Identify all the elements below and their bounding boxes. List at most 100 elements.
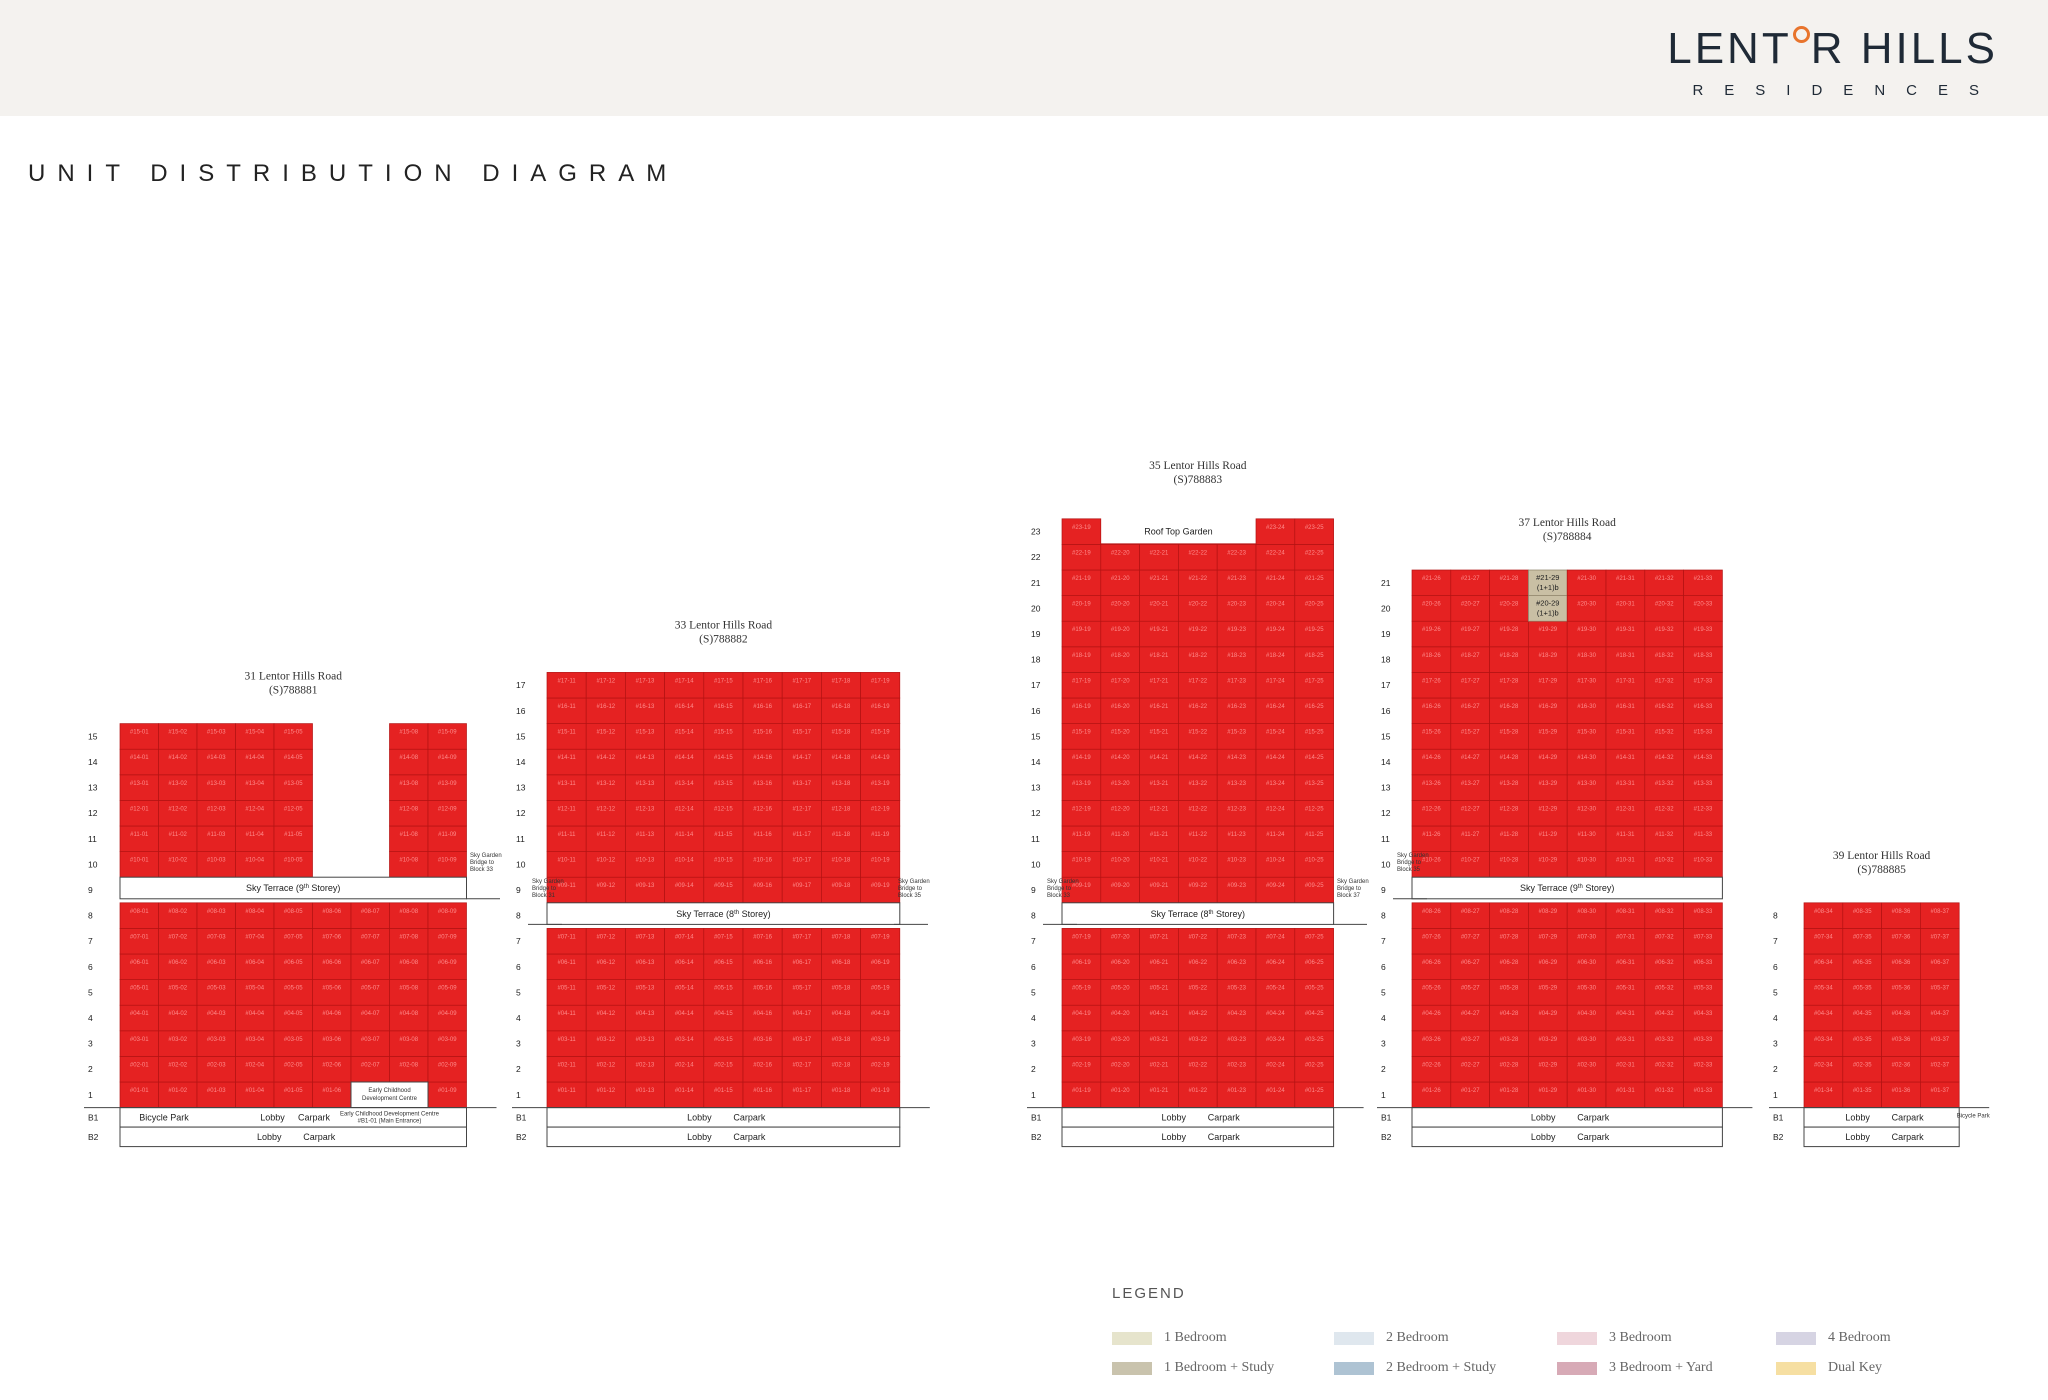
unit-number: #10-30 <box>1577 858 1596 864</box>
unit-number: #06-02 <box>168 960 187 966</box>
unit-cell <box>1139 697 1179 724</box>
bridge-label: Block 37 <box>1337 893 1361 899</box>
bridge-label: Bridge to <box>1047 886 1072 892</box>
unit-number: #08-37 <box>1930 909 1949 915</box>
unit-cell <box>1683 851 1723 878</box>
unit-number: #06-19 <box>871 960 890 966</box>
unit-number: #05-12 <box>596 986 615 992</box>
unit-cell <box>196 800 236 827</box>
unit-number: #10-13 <box>636 858 655 864</box>
unit-number: #14-14 <box>675 755 694 761</box>
unit-number: #11-14 <box>675 832 694 838</box>
building-33: 33 Lentor Hills Road(S)78888212345678910… <box>512 619 930 1148</box>
unit-number: #09-14 <box>675 883 694 889</box>
unit-number: #13-22 <box>1188 781 1207 787</box>
legend-label: 4 Bedroom <box>1828 1330 1891 1345</box>
floor-label-b2: B2 <box>1031 1132 1042 1142</box>
unit-number: #12-21 <box>1150 806 1169 812</box>
unit-cell <box>781 953 822 980</box>
unit-cell <box>546 774 587 801</box>
sky-terrace-band <box>546 902 901 925</box>
unit-cell <box>1644 672 1684 699</box>
unit-cell <box>1411 1004 1452 1032</box>
unit-cell <box>1255 979 1296 1006</box>
unit-cell <box>1881 953 1921 980</box>
unit-number: #11-15 <box>714 832 733 838</box>
unit-cell <box>821 876 861 904</box>
floor-label-b2: B2 <box>516 1132 527 1142</box>
unit-cell <box>742 928 783 955</box>
unit-cell <box>158 825 198 852</box>
unit-number: #09-12 <box>596 883 615 889</box>
unit-number: #06-03 <box>207 960 226 966</box>
unit-number: #07-35 <box>1853 934 1872 940</box>
unit-cell <box>546 672 587 699</box>
unit-number: #01-14 <box>675 1088 694 1094</box>
unit-cell <box>1255 569 1296 596</box>
unit-cell <box>1450 1004 1490 1032</box>
unit-cell <box>1489 928 1529 955</box>
unit-cell <box>1489 569 1529 596</box>
unit-cell <box>1061 774 1102 801</box>
unit-cell <box>781 748 822 776</box>
unit-number: #03-19 <box>1072 1037 1091 1043</box>
unit-cell <box>625 800 665 827</box>
unit-cell <box>1450 723 1490 750</box>
unit-cell <box>235 1081 275 1108</box>
unit-cell <box>1139 620 1179 648</box>
unit-cell <box>1528 825 1568 852</box>
lobby-label: Lobby <box>1531 1113 1556 1123</box>
unit-cell <box>235 953 275 980</box>
unit-number: #08-06 <box>322 909 341 915</box>
unit-number: #01-26 <box>1422 1088 1441 1094</box>
unit-cell <box>1100 928 1140 955</box>
floor-label: 8 <box>1031 911 1036 921</box>
unit-number: #07-05 <box>284 934 303 940</box>
unit-number: #10-25 <box>1305 858 1324 864</box>
unit-cell <box>1528 902 1568 929</box>
unit-cell <box>821 825 861 852</box>
unit-number: #11-13 <box>636 832 655 838</box>
unit-cell <box>1489 800 1529 827</box>
building-address: 37 Lentor Hills Road <box>1518 517 1616 529</box>
building-31: 31 Lentor Hills Road(S)78888112345678910… <box>84 671 502 1148</box>
unit-cell <box>273 979 313 1006</box>
unit-cell <box>196 851 236 878</box>
unit-number: #10-26 <box>1422 858 1441 864</box>
unit-cell <box>1100 723 1140 750</box>
unit-cell <box>1178 672 1218 699</box>
unit-number: #06-23 <box>1227 960 1246 966</box>
unit-cell <box>1178 1004 1218 1032</box>
unit-number: #16-12 <box>596 704 615 710</box>
floor-label: 16 <box>1031 706 1041 716</box>
unit-cell <box>1100 544 1140 571</box>
legend-swatch <box>1776 1362 1816 1375</box>
unit-cell <box>1489 774 1529 801</box>
unit-number: #14-04 <box>245 755 264 761</box>
unit-cell <box>742 774 783 801</box>
unit-cell <box>1450 1081 1490 1108</box>
unit-cell <box>1100 697 1140 724</box>
unit-cell <box>585 800 626 827</box>
ecdc-label-line1: Early Childhood <box>368 1088 410 1094</box>
unit-cell <box>1139 1004 1179 1032</box>
unit-number: #20-27 <box>1461 602 1480 608</box>
unit-cell <box>585 979 626 1006</box>
unit-number: #03-37 <box>1930 1037 1949 1043</box>
unit-number: #15-15 <box>714 730 733 736</box>
unit-number: #08-09 <box>438 909 457 915</box>
unit-number: #03-04 <box>245 1037 264 1043</box>
carpark-label: Carpark <box>1208 1113 1241 1123</box>
unit-number: #08-04 <box>245 909 264 915</box>
unit-number: #01-16 <box>753 1088 772 1094</box>
floor-label: 2 <box>88 1064 93 1074</box>
unit-number: #18-24 <box>1266 653 1285 659</box>
unit-cell <box>1139 595 1179 622</box>
building-39: 39 Lentor Hills Road (S)788885 1 2 3 4 5 6 7 8 B1 B… <box>1769 850 1991 1148</box>
unit-cell <box>1100 1004 1140 1032</box>
floor-label: 10 <box>516 859 526 869</box>
unit-cell <box>821 1056 861 1083</box>
unit-number: #14-33 <box>1694 755 1713 761</box>
floor-label: 9 <box>88 885 93 895</box>
unit-number: #10-08 <box>399 858 418 864</box>
